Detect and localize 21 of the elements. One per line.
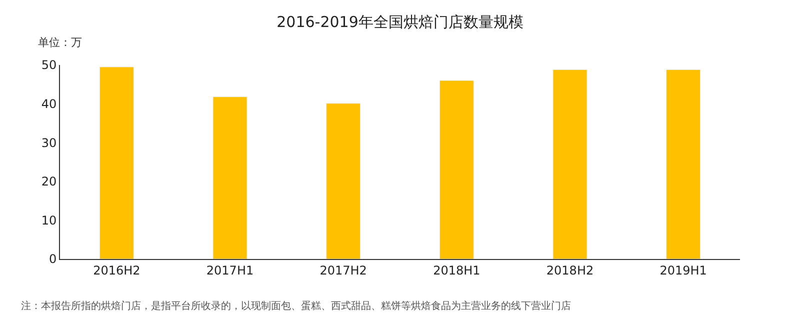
- x-tick-label: 2017H2: [320, 263, 367, 278]
- bar: [666, 69, 701, 259]
- bar: [439, 80, 474, 259]
- bar: [326, 103, 361, 259]
- x-tick-label: 2017H1: [206, 263, 254, 278]
- x-tick-label: 2016H2: [93, 263, 140, 278]
- chart-title: 2016-2019年全国烘焙门店数量规模: [276, 13, 524, 32]
- y-tick-label: 40: [41, 97, 57, 111]
- y-tick-label: 0: [48, 252, 57, 266]
- y-tick-label: 20: [41, 174, 57, 189]
- text: 注：本报告所指的烘焙门店，是指平台所收录的，以现制面包、蛋糕、西式甜品、糕饼等烘焙食品为主营业务的线下营业门店: [21, 300, 571, 312]
- y-tick-label: 50: [41, 58, 57, 72]
- y-tick-label: 30: [41, 136, 57, 150]
- y-tick-label: 10: [41, 213, 57, 228]
- x-tick-label: 2019H1: [660, 263, 707, 278]
- bar: [212, 96, 248, 259]
- x-tick-label: 2018H2: [546, 263, 594, 278]
- bar: [552, 69, 588, 259]
- y-axis-title: 单位：万: [38, 36, 82, 49]
- bar: [99, 66, 134, 259]
- x-tick-label: 2018H1: [433, 263, 480, 278]
